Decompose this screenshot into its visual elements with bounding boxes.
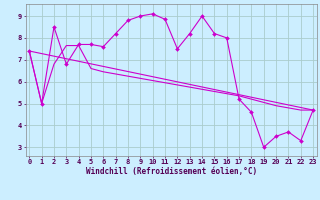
X-axis label: Windchill (Refroidissement éolien,°C): Windchill (Refroidissement éolien,°C): [86, 167, 257, 176]
